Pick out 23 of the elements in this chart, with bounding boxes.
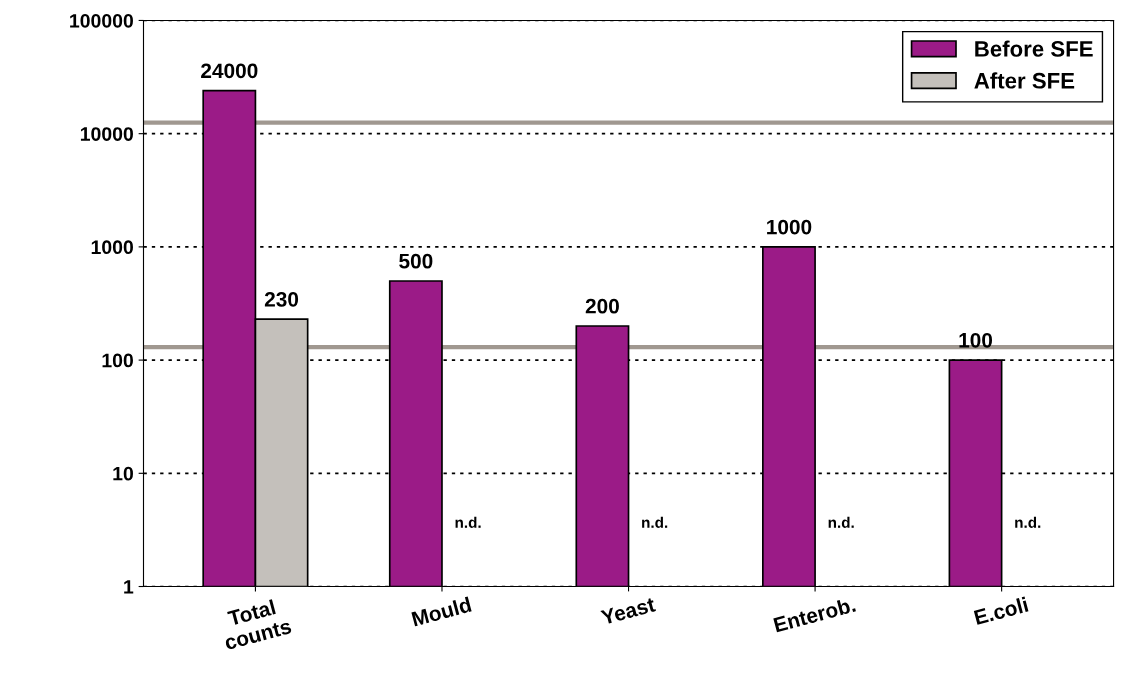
y-tick-label: 1 [124,580,134,594]
data-label: 230 [264,291,299,307]
data-label: 200 [585,298,619,314]
text: n.d. [828,516,854,528]
x-tick-label: E.coli [973,596,1029,626]
y-tick-label: 100 [102,353,133,368]
x-tick-label: Total counts [224,599,292,651]
y-tick-label: 1000 [91,240,133,255]
x-tick-label: Enterob. [773,596,856,633]
y-tick-label: 10000 [80,127,133,141]
data-label: 24000 [201,63,258,79]
text: n.d. [1015,516,1041,528]
text: n.d. [455,516,481,528]
legend-label: Before SFE [975,40,1093,57]
y-tick-label: 10 [113,466,133,481]
x-tick-label: Yeast [600,597,657,626]
text: n.d. [642,516,668,528]
y-tick-label: 100000 [70,13,133,28]
data-label: 1000 [767,219,812,235]
data-label: 500 [399,253,433,269]
data-label: 100 [959,332,993,348]
legend-label: After SFE [974,72,1075,89]
x-tick-label: Mould [411,596,472,627]
